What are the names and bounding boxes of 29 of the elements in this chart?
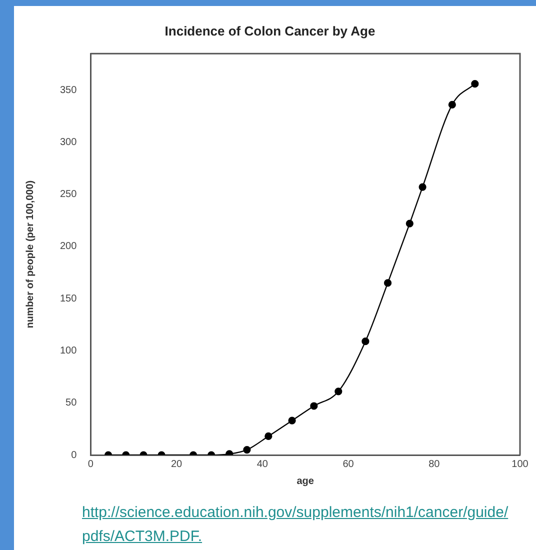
x-tick-label: 0 [88, 458, 94, 470]
x-tick-label: 80 [428, 458, 440, 470]
point [471, 80, 479, 88]
y-tick-label: 300 [60, 136, 78, 148]
point [384, 279, 392, 287]
chart-title: Incidence of Colon Cancer by Age [164, 23, 376, 38]
y-tick-label: 150 [60, 293, 78, 304]
point [406, 220, 414, 228]
y-tick-label: 350 [60, 84, 78, 96]
point [288, 416, 296, 424]
x-tick-label: 20 [170, 458, 183, 470]
y-tick-label: 250 [60, 189, 78, 200]
point [243, 446, 251, 454]
y-tick-label: 50 [66, 398, 78, 409]
point [334, 388, 342, 396]
y-tick-label: 0 [71, 450, 78, 461]
x-tick-label: 40 [256, 458, 268, 470]
point [418, 183, 426, 191]
point [310, 402, 318, 410]
point [448, 100, 456, 108]
y-tick-label: 100 [60, 345, 78, 356]
point [362, 338, 370, 346]
x-axis-title: age [296, 476, 314, 487]
x-tick-label: 100 [512, 458, 529, 470]
y-axis-title: number of people (per 100,000) [24, 180, 36, 328]
point [264, 432, 272, 440]
text: http://science.education.nih.gov/supplements/nih1/cancer/guide/pdfs/ACT3M.PDF. [82, 503, 510, 547]
y-tick-label: 200 [60, 241, 78, 252]
x-tick-label: 60 [342, 458, 354, 470]
